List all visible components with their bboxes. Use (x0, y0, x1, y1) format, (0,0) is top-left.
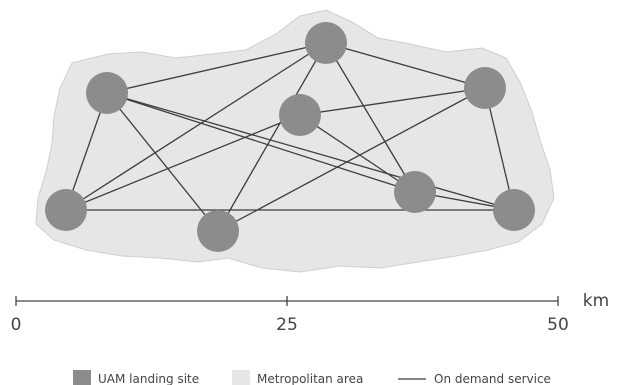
landing-site-s5 (394, 171, 436, 213)
scale-tick-label-25: 25 (276, 315, 298, 335)
connection-s2-s5 (325, 42, 416, 193)
landing-site-s2 (305, 22, 347, 64)
connection-s3-s4 (299, 87, 486, 116)
landing-site-s6 (45, 189, 87, 231)
connection-s2-s4 (325, 42, 486, 89)
connection-s3-s5 (299, 114, 416, 193)
scale-tick-label-0: 0 (11, 315, 22, 335)
sites-layer (45, 22, 535, 252)
connection-s2-s7 (217, 42, 327, 232)
connection-s2-s1 (106, 42, 327, 94)
landing-site-s8 (493, 189, 535, 231)
landing-site-s3 (279, 94, 321, 136)
legend-site-label: UAM landing site (98, 372, 199, 385)
legend-area-label: Metropolitan area (257, 372, 363, 385)
legend: UAM landing site Metropolitan area On de… (73, 370, 551, 385)
scale-tick-label-50: 50 (547, 315, 569, 335)
connection-s3-s6 (65, 114, 301, 211)
distance-scale: 0 25 50 km (11, 291, 610, 335)
legend-site-swatch (73, 370, 91, 385)
connection-s1-s8 (106, 92, 515, 211)
scale-unit-label: km (583, 291, 609, 311)
landing-site-s1 (86, 72, 128, 114)
legend-service-label: On demand service (434, 372, 551, 385)
connection-s1-s5 (106, 92, 416, 193)
landing-site-s7 (197, 210, 239, 252)
metropolitan-area (35, 9, 555, 273)
connection-s4-s7 (217, 87, 486, 232)
legend-area-swatch (232, 370, 250, 385)
connection-s2-s6 (65, 42, 327, 211)
connection-s1-s7 (106, 92, 219, 232)
landing-site-s4 (464, 67, 506, 109)
